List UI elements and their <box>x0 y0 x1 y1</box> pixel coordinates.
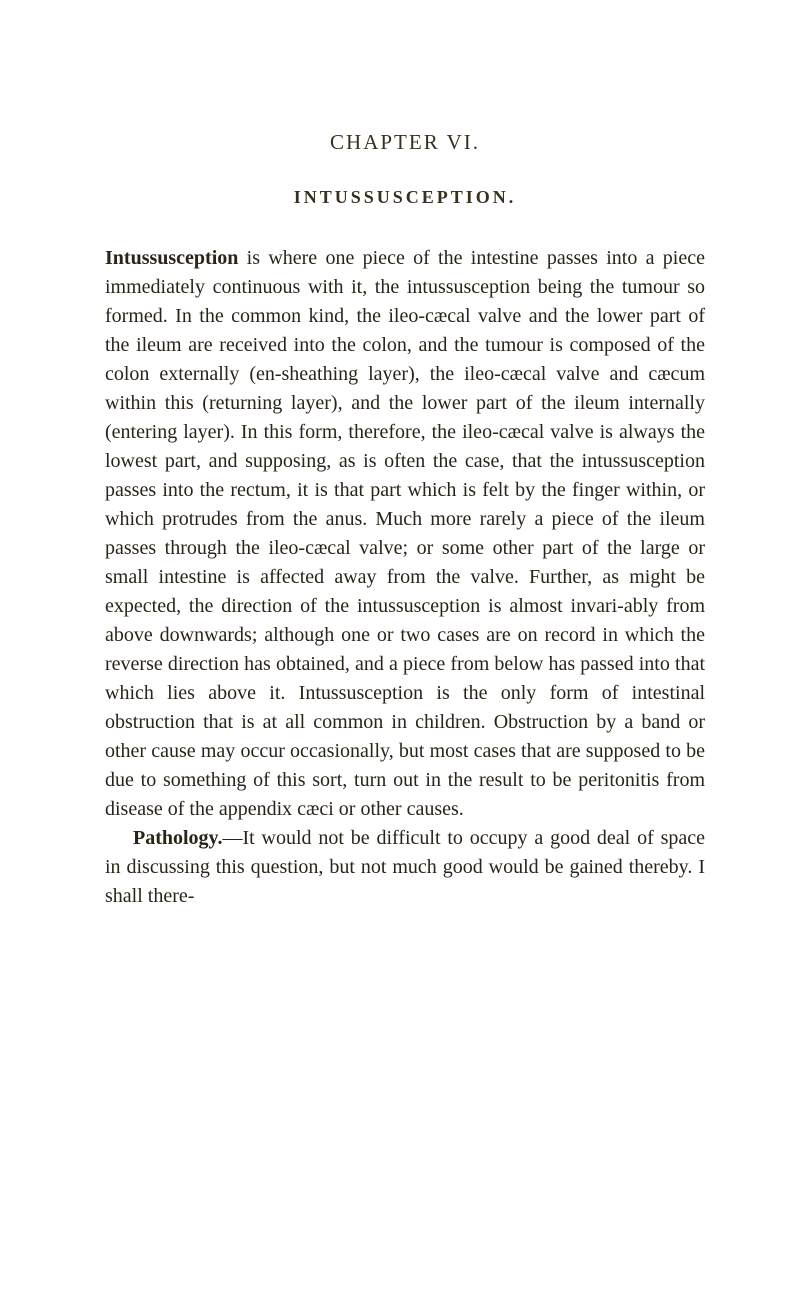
paragraph-2: Pathology.—It would not be difficult to … <box>105 824 705 911</box>
section-title: INTUSSUSCEPTION. <box>105 187 705 208</box>
paragraph-1: Intussusception is where one piece of th… <box>105 244 705 824</box>
paragraph-1-rest: is where one piece of the intestine pass… <box>105 247 705 820</box>
paragraph-2-runin: Pathology. <box>133 827 222 849</box>
chapter-heading: CHAPTER VI. <box>105 130 705 155</box>
body-text-container: Intussusception is where one piece of th… <box>105 244 705 911</box>
paragraph-1-runin: Intussusception <box>105 247 238 269</box>
